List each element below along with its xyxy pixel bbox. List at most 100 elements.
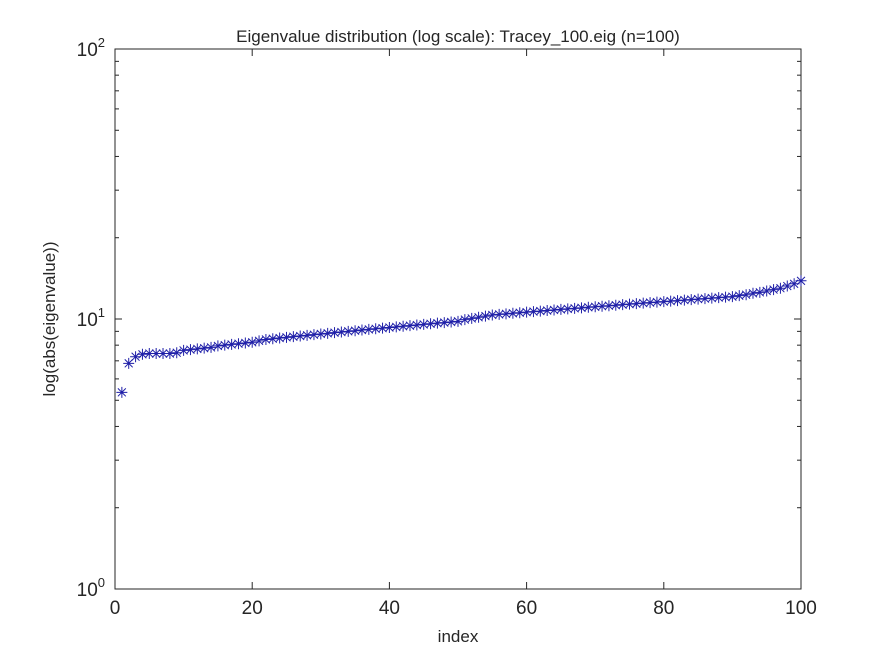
data-point <box>788 278 800 290</box>
data-point <box>747 287 759 299</box>
data-point <box>582 301 594 313</box>
data-point <box>383 322 395 334</box>
data-point <box>795 275 807 287</box>
data-point <box>774 282 786 294</box>
data-point <box>157 348 169 360</box>
data-point <box>658 296 670 308</box>
data-point <box>363 323 375 335</box>
data-point <box>212 340 224 352</box>
data-point <box>294 330 306 342</box>
x-tick-label: 60 <box>516 598 537 619</box>
data-point <box>130 351 142 363</box>
data-point <box>706 292 718 304</box>
data-point <box>624 298 635 310</box>
data-point <box>534 305 546 317</box>
data-point <box>541 305 553 317</box>
data-point <box>644 297 656 309</box>
data-point <box>390 321 402 333</box>
data-point <box>191 343 203 355</box>
y-tick-label: 102 <box>77 35 105 61</box>
data-point <box>274 332 286 344</box>
x-tick-label: 0 <box>110 598 121 619</box>
data-point <box>733 290 745 302</box>
data-point <box>260 333 272 345</box>
data-point <box>713 292 725 304</box>
data-point <box>651 296 663 308</box>
data-point <box>630 298 642 310</box>
data-point <box>637 297 649 309</box>
data-point <box>603 300 615 312</box>
data-point <box>548 304 560 316</box>
data-point <box>555 303 567 315</box>
data-point <box>335 326 347 338</box>
data-point <box>589 301 601 313</box>
data-point <box>431 317 443 329</box>
y-axis-label: log(abs(eigenvalue)) <box>40 242 59 397</box>
x-tick-label: 20 <box>242 598 263 619</box>
data-point <box>575 302 587 314</box>
data-point <box>459 314 471 326</box>
x-axis-label: index <box>438 627 479 646</box>
data-point <box>322 327 334 339</box>
tick-labels: 0 20 40 60 80 100 100 101 102 <box>77 35 817 619</box>
data-point <box>267 333 279 345</box>
data-point <box>301 329 313 341</box>
x-tick-label: 100 <box>785 598 817 619</box>
data-point <box>232 338 244 350</box>
data-point <box>486 309 498 321</box>
data-point <box>116 386 128 398</box>
data-point <box>123 357 135 369</box>
data-point <box>617 299 629 311</box>
data-point <box>136 348 148 360</box>
data-point <box>397 320 409 332</box>
data-points <box>116 275 807 398</box>
data-point <box>452 315 464 327</box>
chart-title: Eigenvalue distribution (log scale): Tra… <box>236 27 680 46</box>
data-point <box>329 327 341 339</box>
data-point <box>692 293 704 305</box>
data-point <box>356 324 368 336</box>
data-point <box>239 337 251 349</box>
x-tick-label: 40 <box>379 598 400 619</box>
data-point <box>720 291 732 303</box>
data-point <box>562 303 574 315</box>
data-point <box>287 331 299 343</box>
data-point <box>315 328 327 340</box>
data-point <box>768 284 780 296</box>
data-point <box>253 335 265 347</box>
data-point <box>493 308 505 320</box>
data-point <box>699 293 711 305</box>
data-point <box>761 285 773 297</box>
data-point <box>198 342 210 354</box>
data-point <box>205 341 217 353</box>
data-point <box>377 322 389 334</box>
data-point <box>150 348 162 360</box>
data-point <box>370 323 382 335</box>
data-point <box>740 289 752 301</box>
y-tick-label: 100 <box>77 575 105 601</box>
data-point <box>596 300 608 312</box>
data-point <box>164 348 176 360</box>
data-point <box>479 310 491 322</box>
data-point <box>342 325 354 337</box>
data-point <box>171 347 183 359</box>
data-point <box>219 339 231 351</box>
data-point <box>425 318 437 330</box>
data-point <box>521 306 533 318</box>
y-tick-label: 101 <box>77 305 105 331</box>
data-point <box>418 318 430 330</box>
data-point <box>514 307 526 319</box>
data-point <box>610 299 622 311</box>
axis-ticks <box>114 48 802 590</box>
data-point <box>143 348 155 360</box>
data-point <box>308 329 320 341</box>
data-point <box>685 294 697 306</box>
data-point <box>466 312 478 324</box>
data-point <box>178 344 190 356</box>
data-point <box>678 294 690 306</box>
data-point <box>445 316 457 328</box>
data-point <box>726 291 738 303</box>
data-point <box>184 344 196 356</box>
x-tick-label: 80 <box>653 598 674 619</box>
